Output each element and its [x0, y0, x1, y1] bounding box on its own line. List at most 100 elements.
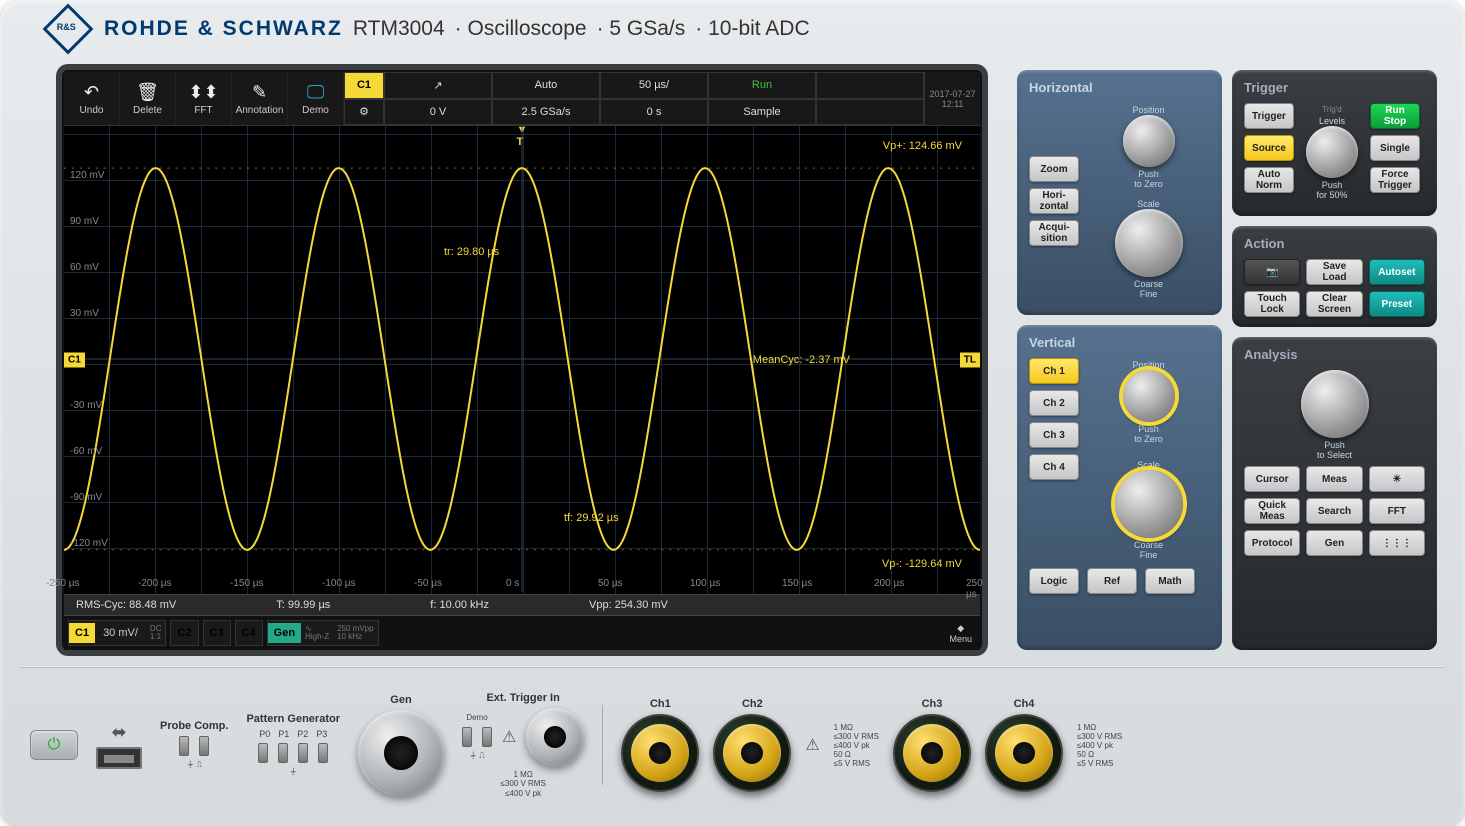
trigger-slope[interactable]: ↗: [384, 72, 492, 99]
annotation-button[interactable]: ✎Annotation: [232, 72, 288, 125]
vertical-offset[interactable]: 0 V: [384, 99, 492, 126]
analysis-search-button[interactable]: Search: [1306, 498, 1362, 524]
x-tick-label: -50 µs: [414, 578, 442, 589]
channel-chip-c4[interactable]: C4: [235, 620, 263, 646]
adc-resolution: 10-bit ADC: [695, 17, 809, 41]
vertical-scale-knob[interactable]: [1115, 470, 1183, 538]
analysis-fft-button[interactable]: FFT: [1369, 498, 1425, 524]
x-tick-label: 100 µs: [690, 578, 720, 589]
annotation-icon: ✎: [252, 82, 267, 103]
vert-ch-3-button[interactable]: Ch 3: [1029, 422, 1079, 448]
c1-ground-marker: C1: [64, 353, 85, 368]
channel-chip-c3[interactable]: C3: [203, 620, 231, 646]
pattern-pin-p2[interactable]: [298, 743, 308, 763]
ch3-bnc-connector[interactable]: [893, 714, 971, 792]
fft-icon: ⬍⬍: [188, 82, 218, 103]
trig-trigger-button[interactable]: Trigger: [1244, 103, 1294, 129]
settings-icon[interactable]: ⚙: [344, 99, 384, 126]
pattern-pin-p3[interactable]: [318, 743, 328, 763]
analysis-meas-button[interactable]: Meas: [1306, 466, 1362, 492]
channel-chip-c1[interactable]: C130 mV/DC1:1: [68, 620, 166, 646]
vertical-position-knob[interactable]: [1123, 370, 1175, 422]
warning-icon: [805, 735, 819, 755]
pattern-pin-p1[interactable]: [278, 743, 288, 763]
device-type: Oscilloscope: [455, 17, 587, 41]
undo-button[interactable]: ↶Undo: [64, 72, 120, 125]
meas-rms: RMS-Cyc: 88.48 mV: [76, 599, 176, 611]
vert-ch-4-button[interactable]: Ch 4: [1029, 454, 1079, 480]
acquisition-mode[interactable]: Sample: [708, 99, 816, 126]
action-save-load-button[interactable]: Save Load: [1306, 259, 1362, 285]
action-autoset-button[interactable]: Autoset: [1369, 259, 1425, 285]
ch4-bnc-connector[interactable]: [985, 714, 1063, 792]
horiz-zoom-button[interactable]: Zoom: [1029, 156, 1079, 182]
x-tick-label: -100 µs: [322, 578, 356, 589]
channel-bar: C130 mV/DC1:1C2C3C4Gen∿High-Z250 mVpp10 …: [64, 616, 980, 650]
horizontal-position-knob[interactable]: [1123, 115, 1175, 167]
vert-ref-button[interactable]: Ref: [1087, 568, 1137, 594]
warning-icon: [502, 727, 516, 747]
analysis-cursor-button[interactable]: Cursor: [1244, 466, 1300, 492]
gen-chip[interactable]: Gen∿High-Z250 mVpp10 kHz: [267, 620, 379, 646]
demo-button[interactable]: 🖵Demo: [288, 72, 344, 125]
menu-button[interactable]: ◆Menu: [949, 623, 972, 644]
analysis-quick-meas-button[interactable]: Quick Meas: [1244, 498, 1300, 524]
ch2-bnc-connector[interactable]: [713, 714, 791, 792]
gen-bnc-connector[interactable]: [358, 710, 444, 796]
usb-port[interactable]: [96, 747, 142, 769]
analysis-knob[interactable]: [1301, 370, 1369, 438]
fft-button[interactable]: ⬍⬍FFT: [176, 72, 232, 125]
horizontal-scale-knob[interactable]: [1115, 209, 1183, 277]
vert-math-button[interactable]: Math: [1145, 568, 1195, 594]
trig-run-stop-button[interactable]: Run Stop: [1370, 103, 1420, 129]
demo-pin[interactable]: [482, 727, 492, 747]
horiz-hori-zontal-button[interactable]: Hori- zontal: [1029, 188, 1079, 214]
action-panel: Action 📷Save LoadAutosetTouch LockClear …: [1232, 226, 1437, 327]
sample-rate-live[interactable]: 2.5 GSa/s: [492, 99, 600, 126]
display-screen: ↶Undo🗑Delete⬍⬍FFT✎Annotation🖵Demo C1 ↗ A…: [62, 70, 982, 650]
delete-button[interactable]: 🗑Delete: [120, 72, 176, 125]
timebase[interactable]: 50 µs/: [600, 72, 708, 99]
action-preset-button[interactable]: Preset: [1369, 291, 1425, 317]
trig-source-button[interactable]: Source: [1244, 135, 1294, 161]
pattern-pin-p0[interactable]: [258, 743, 268, 763]
channel-chip-c2[interactable]: C2: [170, 620, 198, 646]
horizontal-delay[interactable]: 0 s: [600, 99, 708, 126]
vert-ch-1-button[interactable]: Ch 1: [1029, 358, 1079, 384]
meas-vpp: Vpp: 254.30 mV: [589, 599, 668, 611]
analysis-gen-button[interactable]: Gen: [1306, 530, 1362, 556]
demo-pin[interactable]: [462, 727, 472, 747]
run-state[interactable]: Run: [708, 72, 816, 99]
action-touch-lock-button[interactable]: Touch Lock: [1244, 291, 1300, 317]
channel-indicator[interactable]: C1: [344, 72, 384, 99]
horiz-acqui-sition-button[interactable]: Acqui- sition: [1029, 220, 1079, 246]
vert-logic-button[interactable]: Logic: [1029, 568, 1079, 594]
trigger-level-knob[interactable]: [1306, 126, 1358, 178]
y-tick-label: 30 mV: [70, 308, 99, 319]
probe-comp-section: Probe Comp. ⏚ ⎍: [160, 720, 228, 770]
analysis-panel: Analysis Push to Select CursorMeas☀Quick…: [1232, 337, 1437, 650]
probe-comp-pin[interactable]: [179, 736, 189, 756]
trig-auto-norm-button[interactable]: Auto Norm: [1244, 167, 1294, 193]
undo-icon: ↶: [84, 82, 99, 103]
ch1-bnc-connector[interactable]: [621, 714, 699, 792]
probe-comp-pin[interactable]: [199, 736, 209, 756]
waveform-display[interactable]: ▼T 120 mV90 mV60 mV30 mV0 V-30 mV-60 mV-…: [64, 126, 980, 594]
analysis-protocol-button[interactable]: Protocol: [1244, 530, 1300, 556]
analysis---button[interactable]: ☀: [1369, 466, 1425, 492]
vertical-title: Vertical: [1029, 335, 1210, 350]
model-number: RTM3004: [353, 17, 445, 41]
ext-trigger-bnc[interactable]: [526, 708, 584, 766]
trig-force-trigger-button[interactable]: Force Trigger: [1370, 167, 1420, 193]
trig-single-button[interactable]: Single: [1370, 135, 1420, 161]
vert-ch-2-button[interactable]: Ch 2: [1029, 390, 1079, 416]
y-tick-label: 90 mV: [70, 216, 99, 227]
annotation-mean: MeanCyc: -2.37 mV: [753, 354, 850, 366]
power-button[interactable]: ⏻: [30, 730, 78, 760]
action---button[interactable]: 📷: [1244, 259, 1300, 285]
trigger-mode[interactable]: Auto: [492, 72, 600, 99]
timestamp: 2017-07-2712:11: [924, 72, 980, 125]
action-clear-screen-button[interactable]: Clear Screen: [1306, 291, 1362, 317]
control-panels: Horizontal ZoomHori- zontalAcqui- sition…: [1017, 70, 1437, 650]
analysis---button[interactable]: ⋮⋮⋮: [1369, 530, 1425, 556]
